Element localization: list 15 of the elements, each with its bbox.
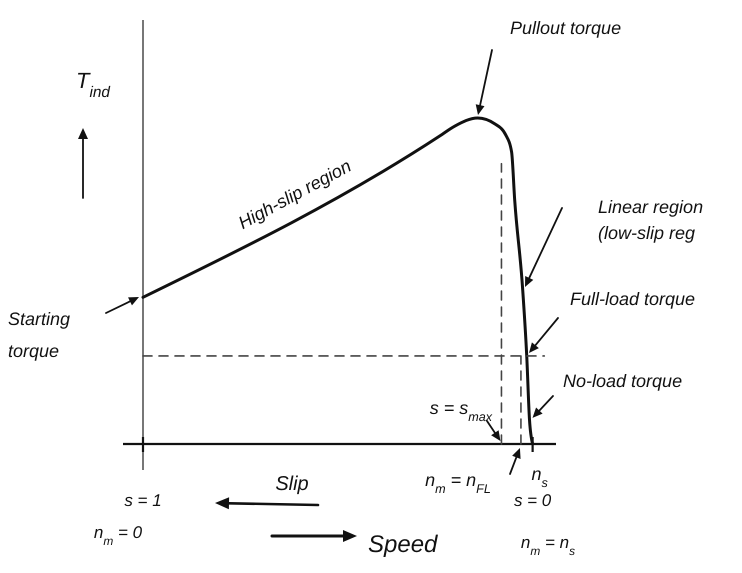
x-axis-title: Speed — [368, 531, 438, 558]
annotation: No-load torque — [563, 371, 682, 391]
text: n$_{m}$ = n$_{s}$ — [520, 533, 576, 558]
text: n$_{m}$ = 0 — [94, 523, 143, 548]
x-tick-label: s = 0 — [514, 491, 552, 510]
text: Linear region (low-slip reg — [598, 197, 704, 243]
text: Full-load torque — [570, 289, 696, 309]
text: Pullout torque — [510, 18, 622, 38]
x-tick-label: s = 1 — [124, 491, 162, 510]
annotation: n$_{s}$ — [531, 464, 548, 490]
y-axis-title: T$_{ind}$ — [76, 68, 110, 100]
text: Slip — [275, 473, 309, 495]
text: Starting torque — [8, 309, 70, 361]
annotation: s = s$_{max}$ — [430, 398, 493, 424]
annotation: n$_{m}$ = n$_{FL}$ — [425, 470, 491, 496]
